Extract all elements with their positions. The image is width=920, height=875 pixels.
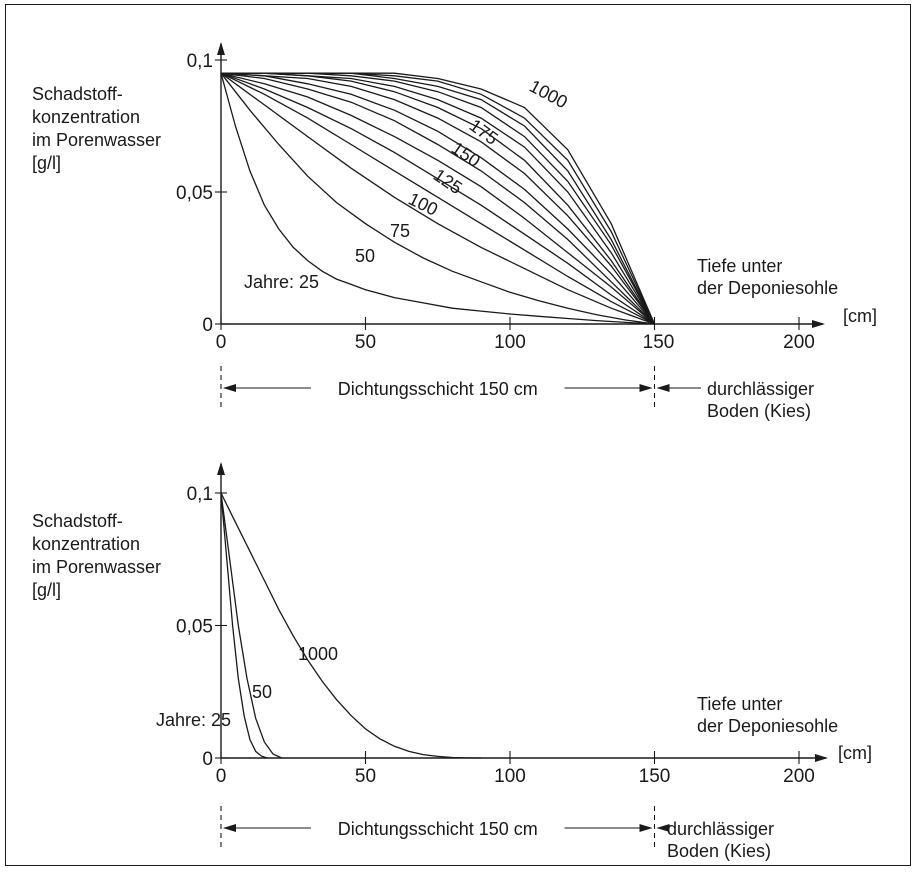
x-axis-label: Tiefe unter: [697, 694, 782, 714]
series-label: 100: [405, 189, 441, 220]
chart-bottom: 0 0,05 0,1 0 50 100 150 200 Schadstoff-konzentra…: [32, 464, 872, 861]
layer-bracket-arrow: [639, 824, 653, 832]
series-label: Jahre: 25: [156, 710, 231, 730]
series-line: [220, 72, 655, 325]
x-axis-unit: [cm]: [843, 306, 877, 326]
x-tick-label: 100: [494, 766, 526, 787]
chart-top: 00,050,10 50 100 150 200Schadstoff-konzentra…: [32, 44, 877, 421]
soil-label: durchlässiger: [707, 379, 814, 399]
series-label: Jahre: 25: [244, 272, 319, 292]
y-tick-label: 0,1: [187, 51, 213, 72]
series-line: [221, 72, 656, 325]
layer-bracket-arrow: [639, 384, 653, 392]
x-tick-label: 200: [783, 766, 815, 787]
x-tick-label: 100: [494, 332, 526, 353]
series-line: [220, 72, 655, 325]
y-axis-label: [g/l]: [32, 153, 61, 173]
y-tick-label: 0: [202, 315, 213, 336]
series-line: [220, 492, 282, 759]
series-line: [220, 492, 268, 759]
y-axis-label: konzentration: [32, 534, 140, 554]
series-line: [220, 492, 482, 759]
x-axis-label: der Deponiesohle: [697, 278, 838, 298]
y-axis-label: im Porenwasser: [32, 130, 161, 150]
soil-arrow: [656, 384, 670, 392]
y-axis-arrow: [217, 462, 225, 475]
series-line: [220, 73, 655, 325]
x-axis-label: Tiefe unter: [697, 256, 782, 276]
series-label: 1000: [526, 76, 571, 112]
x-axis-arrow: [812, 320, 825, 328]
y-tick-label: 0,05: [176, 617, 213, 638]
series-label: 50: [355, 246, 375, 266]
series-label: 50: [252, 682, 272, 702]
x-tick-label: 150: [639, 766, 671, 787]
series-label: 175: [466, 115, 502, 149]
x-axis-label: der Deponiesohle: [697, 716, 838, 736]
series-line: [220, 72, 655, 325]
series-line: [220, 72, 655, 325]
soil-arrow: [656, 824, 670, 832]
series-line: [220, 72, 655, 325]
layer-bracket-arrow: [223, 384, 236, 392]
series-line: [220, 72, 656, 325]
y-tick-label: 0,1: [187, 484, 213, 505]
figure-frame: [5, 4, 911, 866]
x-axis-unit: [cm]: [838, 743, 872, 763]
layer-bracket-arrow: [223, 824, 236, 832]
layer-label: Dichtungsschicht 150 cm: [338, 819, 538, 839]
layer-label: Dichtungsschicht 150 cm: [338, 379, 538, 399]
x-axis-arrow: [815, 754, 828, 762]
series-label: 75: [390, 221, 410, 241]
y-tick-label: 0: [202, 749, 213, 770]
y-axis-label: Schadstoff-: [32, 511, 123, 531]
x-tick-label: 200: [783, 332, 815, 353]
x-tick-label: 150: [643, 332, 675, 353]
y-tick-label: 0,05: [176, 183, 213, 204]
y-axis-label: [g/l]: [32, 580, 61, 600]
series-label: 1000: [298, 644, 338, 664]
soil-label: durchlässiger: [667, 819, 774, 839]
y-axis-label: Schadstoff-: [32, 84, 123, 104]
series-label: 150: [448, 138, 484, 171]
x-tick-label: 50: [355, 332, 376, 353]
x-tick-label: 0: [216, 332, 227, 353]
x-tick-label: 0: [216, 766, 227, 787]
series-line: [220, 72, 655, 325]
x-tick-label: 50: [355, 766, 376, 787]
series-line: [221, 72, 656, 325]
y-axis-label: konzentration: [32, 107, 140, 127]
series-line: [220, 72, 655, 325]
soil-label: Boden (Kies): [707, 401, 811, 421]
y-axis-label: im Porenwasser: [32, 557, 161, 577]
y-axis-arrow: [217, 42, 225, 55]
soil-label: Boden (Kies): [667, 841, 771, 861]
